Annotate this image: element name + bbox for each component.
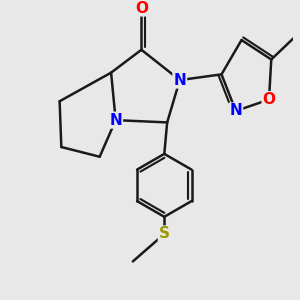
Text: S: S: [159, 226, 170, 242]
Text: N: N: [109, 112, 122, 128]
Text: N: N: [173, 73, 186, 88]
Text: O: O: [135, 1, 148, 16]
Text: N: N: [230, 103, 242, 118]
Text: O: O: [262, 92, 275, 107]
